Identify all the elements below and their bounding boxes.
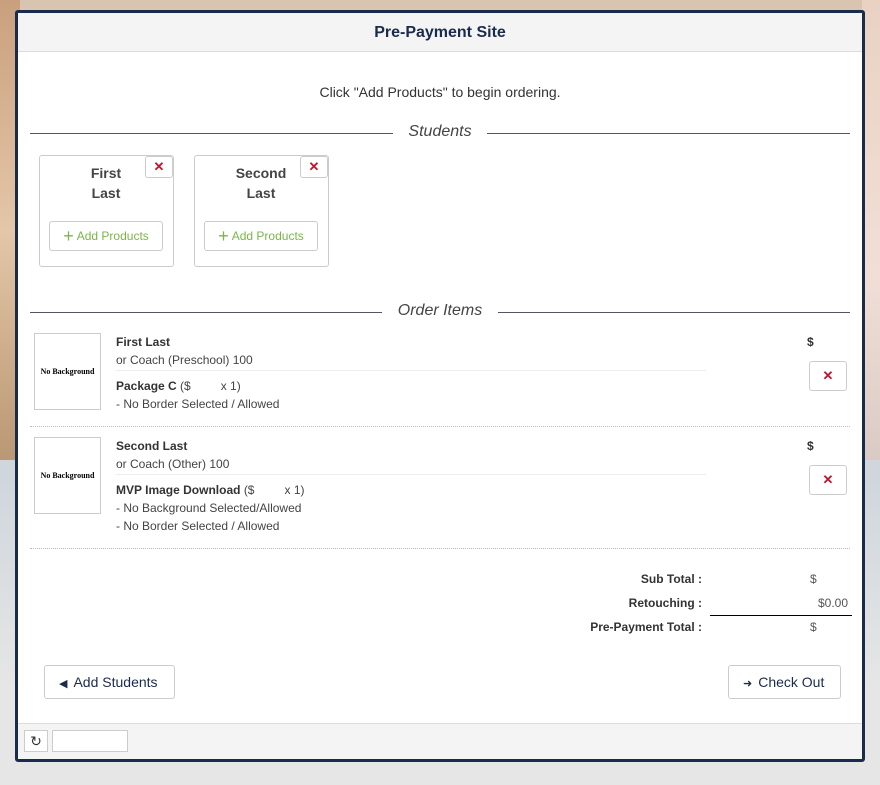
add-products-button[interactable]: + Add Products [204, 221, 318, 251]
dialog-footer: ↻ [18, 723, 862, 759]
order-item: No Background Second Last or Coach (Othe… [30, 427, 850, 549]
item-thumbnail: No Background [34, 333, 101, 410]
check-out-label: Check Out [758, 674, 825, 690]
pre-payment-dialog: Pre-Payment Site Click "Add Products" to… [15, 10, 865, 762]
item-qty: x 1) [220, 379, 241, 393]
item-thumbnail: No Background [34, 437, 101, 514]
item-note: - No Border Selected / Allowed [116, 519, 280, 533]
check-out-button[interactable]: ➜ Check Out [728, 665, 841, 699]
subtotal-value: $ [810, 572, 817, 586]
plus-icon: + [63, 226, 74, 246]
plus-icon: + [218, 226, 229, 246]
order-items-heading: Order Items [397, 302, 483, 319]
add-products-label: Add Products [76, 229, 149, 243]
student-first: First [90, 165, 122, 181]
refresh-icon[interactable]: ↻ [24, 730, 48, 752]
remove-item-button[interactable]: ✕ [809, 465, 847, 495]
add-students-button[interactable]: ◀ Add Students [44, 665, 175, 699]
student-card: Second Last ✕ + Add Products [194, 155, 329, 267]
retouching-label: Retouching : [628, 596, 702, 610]
item-subtitle: or Coach (Other) 100 [116, 455, 706, 475]
student-last: Last [246, 185, 276, 201]
total-label: Pre-Payment Total : [590, 620, 702, 634]
background-photo [862, 0, 880, 460]
order-item: No Background First Last or Coach (Presc… [30, 330, 850, 427]
retouching-value: $0.00 [710, 596, 852, 616]
students-divider: Students [30, 123, 850, 143]
intro-text: Click "Add Products" to begin ordering. [319, 84, 561, 100]
item-note: - No Border Selected / Allowed [116, 397, 280, 411]
order-items-divider: Order Items [30, 302, 850, 322]
item-name: First Last [116, 335, 171, 349]
dialog-title: Pre-Payment Site [18, 13, 862, 52]
item-qty: x 1) [284, 483, 305, 497]
student-last: Last [91, 185, 121, 201]
item-unit-price: ($ [180, 379, 191, 393]
subtotal-label: Sub Total : [640, 572, 702, 586]
students-heading: Students [408, 123, 472, 140]
remove-item-button[interactable]: ✕ [809, 361, 847, 391]
arrow-right-icon: ➜ [743, 678, 753, 690]
remove-student-button[interactable]: ✕ [145, 156, 173, 178]
item-product: Package C [116, 379, 177, 393]
item-note: - No Background Selected/Allowed [116, 501, 302, 515]
item-price: $ [807, 439, 814, 453]
remove-student-button[interactable]: ✕ [300, 156, 328, 178]
item-unit-price: ($ [243, 483, 255, 497]
student-first: Second [235, 165, 287, 181]
student-card: First Last ✕ + Add Products [39, 155, 174, 267]
total-value: $ [810, 620, 817, 634]
item-name: Second Last [116, 439, 188, 453]
add-students-label: Add Students [73, 674, 158, 690]
item-price: $ [807, 335, 814, 349]
footer-input[interactable] [52, 730, 128, 752]
add-products-button[interactable]: + Add Products [49, 221, 163, 251]
item-product: MVP Image Download [116, 483, 241, 497]
item-subtitle: or Coach (Preschool) 100 [116, 351, 706, 371]
add-products-label: Add Products [231, 229, 304, 243]
arrow-left-icon: ◀ [59, 678, 68, 690]
